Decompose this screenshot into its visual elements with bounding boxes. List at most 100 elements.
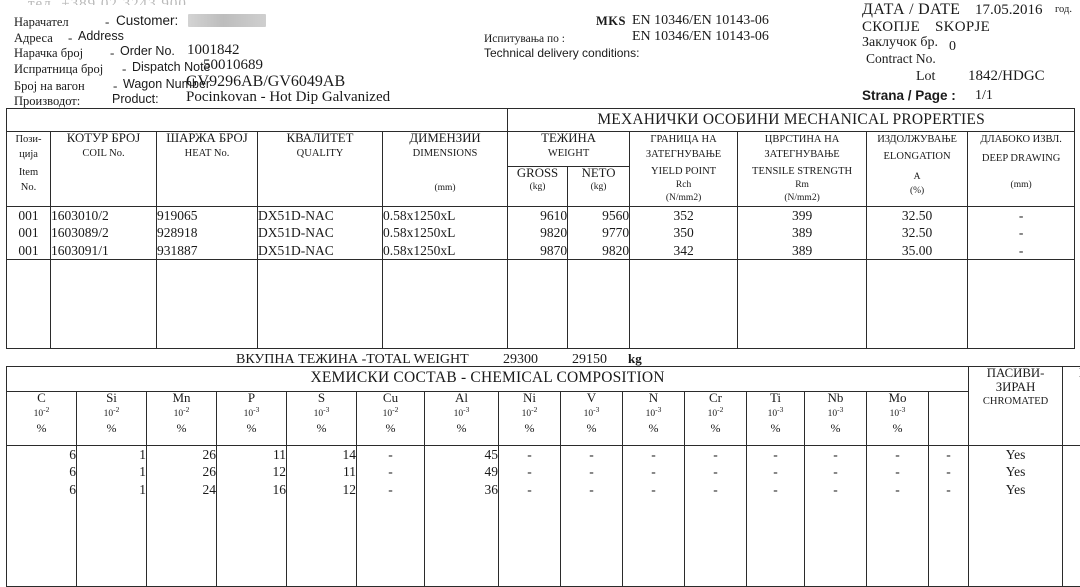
chem-cell-n: - (623, 445, 685, 463)
chem-empty-cell (1063, 551, 1080, 569)
chem-cell-al: 49 (425, 463, 499, 481)
chem-cell-p: 16 (217, 481, 287, 499)
element-exponent: 10-2 (147, 404, 216, 421)
chem-cell-ni: - (499, 481, 561, 499)
chem-cell-ni: - (499, 445, 561, 463)
chem-cell-chromated: Yes (969, 481, 1063, 499)
chem-empty-cell (929, 533, 969, 551)
chem-empty-cell (805, 568, 867, 586)
element-symbol: Si (106, 391, 117, 405)
chem-empty-cell (623, 516, 685, 534)
mech-cell-neto: 9770 (568, 224, 630, 242)
chem-empty-cell (499, 551, 561, 569)
date-label: ДАТА / DATE (862, 1, 960, 19)
document-header: Нарачател - Customer: Адреса - Address Н… (0, 0, 1080, 102)
order-no-label-lat: Order No. (120, 44, 175, 58)
chem-cell-mo: - (867, 481, 929, 499)
col-weight-gross: GROSS (kg) (508, 167, 568, 206)
chem-cell-c: 6 (7, 445, 77, 463)
mech-cell-dimensions: 0.58x1250xL (383, 242, 508, 260)
chem-empty-cell (147, 516, 217, 534)
element-exponent: 10-2 (357, 404, 424, 421)
col-chromated: ПАСИВИ- ЗИРАН CHROMATED (969, 367, 1063, 446)
chem-cell-chromated: Yes (969, 463, 1063, 481)
mech-cell-quality: DX51D-NAC (258, 206, 383, 224)
element-percent: % (287, 422, 356, 435)
chem-empty-cell (7, 533, 77, 551)
chem-empty-cell (805, 516, 867, 534)
element-percent: % (685, 422, 746, 435)
order-no-label-dash: - (110, 45, 114, 61)
mech-cell-yield: 352 (630, 206, 738, 224)
chem-empty-cell (357, 551, 425, 569)
chem-cell-oiled: No (1063, 463, 1080, 481)
element-symbol: C (37, 391, 46, 405)
mech-cell-tensile: 389 (738, 224, 867, 242)
mech-cell-coil: 1603010/2 (51, 206, 157, 224)
product-value: Pocinkovan - Hot Dip Galvanized (186, 89, 390, 106)
element-symbol: N (649, 391, 658, 405)
mech-cell-heat: 919065 (157, 206, 258, 224)
chem-empty-cell (685, 516, 747, 534)
mech-cell-neto: 9560 (568, 206, 630, 224)
element-percent: % (805, 422, 866, 435)
mech-filler-cell (867, 260, 968, 349)
mech-cell-dimensions: 0.58x1250xL (383, 224, 508, 242)
mech-banner-blank (7, 109, 508, 132)
mech-filler-cell (968, 260, 1075, 349)
element-percent: % (561, 422, 622, 435)
mks-label: MKS (596, 14, 626, 29)
chem-empty-cell (561, 533, 623, 551)
element-symbol: Mo (888, 391, 906, 405)
element-exponent: 10-3 (217, 404, 286, 421)
chem-empty-cell (147, 551, 217, 569)
element-exponent: 10-2 (7, 404, 76, 421)
chem-empty-cell (77, 498, 147, 516)
chem-empty-cell (7, 568, 77, 586)
chem-cell-ti: - (747, 463, 805, 481)
standard-1: EN 10346/EN 10143-06 (632, 13, 769, 29)
chem-cell-nb: - (805, 463, 867, 481)
mech-cell-elongation: 35.00 (867, 242, 968, 260)
dispatch-note-label-cyr: Испратница број (14, 62, 103, 77)
chromated-cyr1: ПАСИВИ- (987, 367, 1045, 381)
mech-cell-yield: 342 (630, 242, 738, 260)
dispatch-note-label-dash: - (122, 61, 126, 77)
test-conditions-label-lat: Technical delivery conditions: (484, 46, 639, 60)
chem-empty-cell (747, 498, 805, 516)
chem-cell-s: 12 (287, 481, 357, 499)
chem-empty-cell (867, 516, 929, 534)
chem-empty-cell (969, 568, 1063, 586)
chem-empty-cell (969, 533, 1063, 551)
dispatch-note-value: 50010689 (203, 57, 263, 74)
element-percent: % (499, 422, 560, 435)
element-exponent: 10-3 (561, 404, 622, 421)
chem-cell-cr: - (685, 445, 747, 463)
chem-empty-row (7, 533, 1080, 551)
chem-cell-n: - (623, 481, 685, 499)
element-symbol: V (587, 391, 596, 405)
order-no-label-cyr: Нарачка број (14, 46, 83, 61)
mech-cell-quality: DX51D-NAC (258, 242, 383, 260)
chem-empty-cell (425, 568, 499, 586)
chem-empty-cell (425, 498, 499, 516)
element-exponent: 10-2 (685, 404, 746, 421)
chem-empty-cell (357, 533, 425, 551)
chem-empty-cell (929, 551, 969, 569)
chem-empty-cell (425, 516, 499, 534)
element-exponent: 10-3 (425, 404, 498, 421)
chem-cell-cr: - (685, 481, 747, 499)
mech-cell-item: 001 (7, 224, 51, 242)
